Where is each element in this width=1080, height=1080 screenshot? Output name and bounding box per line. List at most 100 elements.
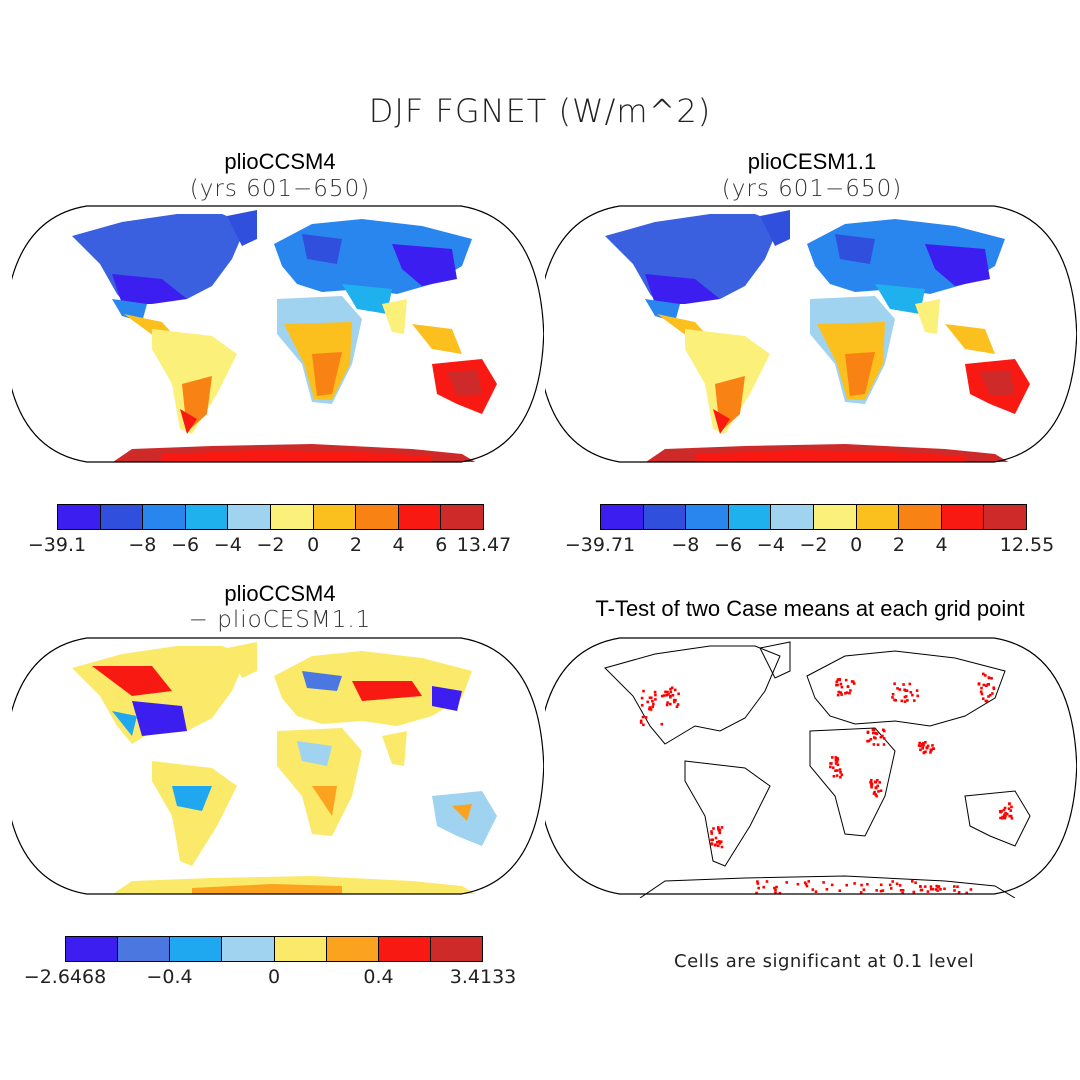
colorbar-swatch xyxy=(118,937,171,961)
significant-cell xyxy=(665,693,668,697)
significant-cell xyxy=(956,885,959,888)
significant-cell xyxy=(830,883,834,887)
significant-cell xyxy=(873,790,876,794)
significant-cell xyxy=(831,766,835,769)
significant-cell xyxy=(908,682,912,686)
significant-cell xyxy=(838,768,842,771)
significant-cell xyxy=(774,891,777,894)
significant-cell xyxy=(1004,815,1007,818)
panel-2-title: plioCESM1.1 xyxy=(747,149,877,174)
significant-cell xyxy=(666,690,669,694)
significant-cell xyxy=(874,780,877,784)
figure-title: DJF FGNET (W/m^2) xyxy=(368,92,712,130)
significant-cell xyxy=(648,707,651,711)
significant-cell xyxy=(922,751,926,755)
significant-cell xyxy=(939,888,942,891)
significant-cell xyxy=(1010,805,1013,809)
colorbar-tick-label: −39.71 xyxy=(564,534,636,556)
significant-cell xyxy=(641,715,645,719)
significant-cell xyxy=(879,883,883,887)
significant-cell xyxy=(985,684,988,687)
significant-cell xyxy=(717,840,721,843)
colorbar-swatch xyxy=(941,505,985,529)
significant-cell xyxy=(796,882,800,886)
significant-cell xyxy=(891,693,895,696)
colorbar-swatch xyxy=(143,505,186,529)
colorbar-swatch xyxy=(601,505,644,529)
significant-cell xyxy=(923,885,927,888)
significant-cell xyxy=(669,694,672,698)
significant-cell xyxy=(651,705,654,709)
colorbar-swatch xyxy=(643,505,687,529)
significant-cell xyxy=(898,884,902,887)
significant-cell xyxy=(846,685,850,689)
map-difference xyxy=(12,637,544,895)
significant-cell xyxy=(1001,816,1004,820)
map-plioCESM1.1 xyxy=(545,205,1077,463)
significant-cell xyxy=(917,744,921,747)
significant-cell xyxy=(1007,807,1011,810)
significant-cell xyxy=(834,757,838,761)
significant-cell xyxy=(957,891,961,894)
significant-cell xyxy=(999,816,1002,820)
significant-cell xyxy=(654,693,657,697)
significant-cell xyxy=(987,695,990,698)
significant-cell xyxy=(919,748,922,752)
significant-cell xyxy=(671,694,675,697)
significant-cell xyxy=(662,694,666,697)
panel-3-title: plioCCSM4 xyxy=(224,581,336,606)
significant-cell xyxy=(762,885,765,889)
significant-cell xyxy=(756,880,759,883)
significant-cell xyxy=(836,769,839,772)
colorbar-tick-label: −4 xyxy=(756,534,785,556)
significant-cell xyxy=(639,719,643,723)
significant-cell xyxy=(717,844,720,847)
significant-cell xyxy=(1003,813,1006,817)
significant-cell xyxy=(836,763,840,766)
significant-cell xyxy=(900,699,904,703)
significant-cell xyxy=(773,886,776,890)
significant-cell xyxy=(814,890,818,893)
significant-cell xyxy=(845,883,848,887)
significant-cell xyxy=(665,703,669,707)
significant-cell xyxy=(879,789,883,792)
colorbar-plioCESM1.1 xyxy=(600,504,1027,530)
significant-cell xyxy=(673,688,677,692)
significant-cell xyxy=(845,691,849,694)
panel-3-subtitle: − plioCESM1.1 xyxy=(188,607,372,633)
significant-cell xyxy=(953,885,956,888)
significant-cell xyxy=(929,887,933,891)
panel-2-subtitle: (yrs 601−650) xyxy=(721,176,903,202)
significant-cell xyxy=(640,696,644,700)
significant-cell xyxy=(839,775,842,779)
significant-cell xyxy=(866,883,869,886)
significant-cell xyxy=(986,683,990,686)
significant-cell xyxy=(874,786,878,789)
significant-cell xyxy=(674,698,677,702)
significant-cell xyxy=(984,674,987,677)
significant-cell xyxy=(838,889,842,892)
significant-cell xyxy=(904,695,908,698)
significant-cell xyxy=(915,689,919,692)
colorbar-swatch xyxy=(185,505,229,529)
significant-cell xyxy=(850,680,854,683)
significant-cell xyxy=(836,693,840,697)
significant-cell xyxy=(987,676,991,680)
significant-cell xyxy=(1008,814,1011,818)
significant-cell xyxy=(644,716,648,719)
colorbar-swatch xyxy=(728,505,772,529)
significant-cell xyxy=(785,881,788,884)
significant-cell xyxy=(943,887,946,891)
significant-cell xyxy=(825,888,829,891)
significant-cell xyxy=(840,685,844,689)
significant-cell xyxy=(862,888,866,891)
significant-cell xyxy=(836,683,839,687)
significant-cell xyxy=(899,889,903,892)
significant-cell xyxy=(669,702,672,706)
significant-cell xyxy=(1009,814,1013,818)
significant-cell xyxy=(849,689,852,692)
significant-cell xyxy=(1009,809,1012,812)
significant-cell xyxy=(882,728,885,732)
significant-cell xyxy=(882,737,886,740)
significant-cell xyxy=(906,699,909,702)
